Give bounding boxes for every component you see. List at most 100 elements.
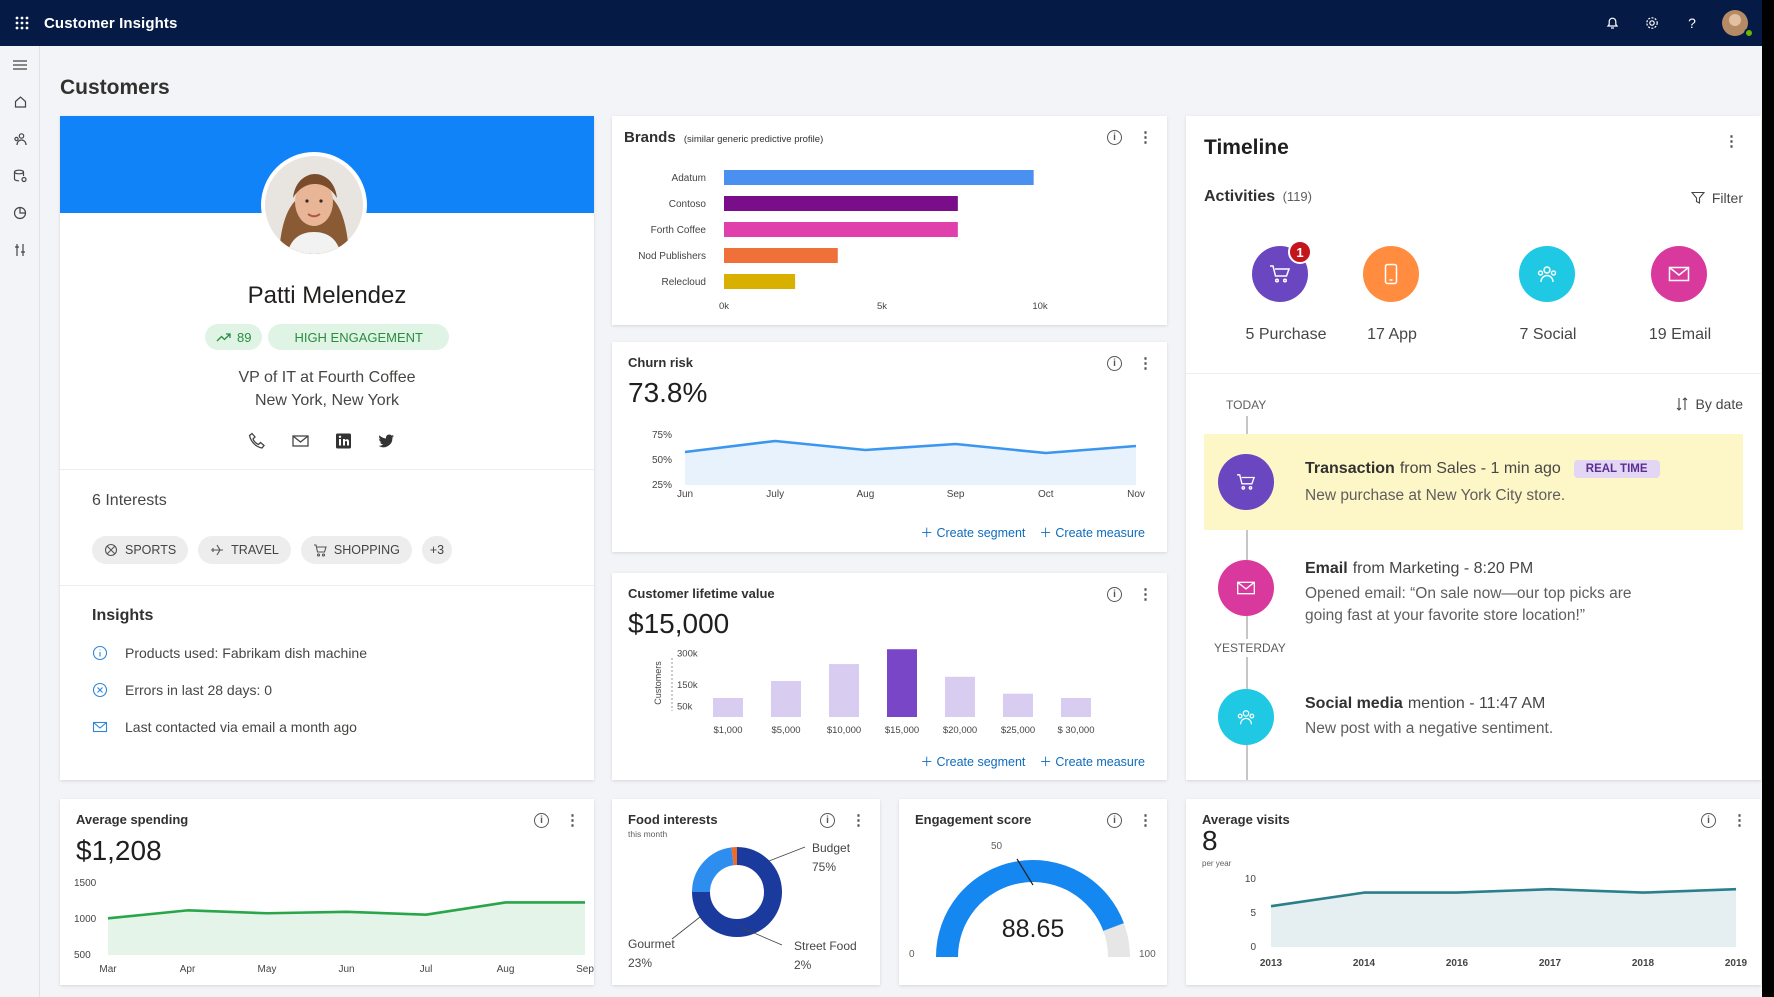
activity-category-app[interactable] — [1363, 246, 1421, 302]
interest-chip-label: TRAVEL — [231, 543, 279, 557]
segments-icon[interactable] — [0, 157, 40, 194]
bar — [713, 697, 743, 717]
engagement-score-badge: 89 — [204, 324, 263, 350]
interest-chip-more[interactable]: +3 — [421, 536, 453, 564]
x-tick-label: 2013 — [1260, 958, 1283, 969]
avg-spending-line-chart: 1500 1000 500 Mar Apr May Jun Jul Aug Sep — [74, 878, 594, 975]
event-source: mention - 11:47 AM — [1407, 695, 1546, 712]
leader-line — [739, 926, 783, 946]
email-event-icon — [1218, 560, 1274, 616]
engagement-level-badge: HIGH ENGAGEMENT — [268, 324, 450, 350]
info-icon[interactable]: i — [1701, 813, 1716, 828]
more-options-icon[interactable]: ⋮ — [1724, 133, 1739, 150]
x-tick-label: Jun — [677, 489, 693, 500]
user-avatar[interactable] — [1722, 10, 1748, 36]
y-tick-label: 1000 — [74, 914, 97, 925]
info-icon[interactable]: i — [1107, 130, 1122, 145]
donut-label-street-food: Street Food 2% — [794, 937, 857, 975]
settings-icon[interactable] — [1632, 0, 1672, 46]
customers-icon[interactable] — [0, 120, 40, 157]
event-header[interactable]: Email from Marketing - 8:20 PM — [1305, 560, 1533, 578]
profile-photo — [261, 152, 367, 258]
more-options-icon[interactable]: ⋮ — [1138, 586, 1153, 603]
twitter-icon[interactable] — [377, 432, 396, 455]
hamburger-menu-icon[interactable] — [0, 46, 40, 83]
measures-icon[interactable] — [0, 194, 40, 231]
series-line — [107, 901, 585, 920]
y-axis-title: Customers — [653, 661, 663, 705]
brands-title: Brands (similar generic predictive profi… — [624, 129, 823, 146]
yesterday-label: YESTERDAY — [1214, 639, 1286, 657]
activities-label: Activities — [1204, 188, 1276, 205]
interest-chip-shopping[interactable]: SHOPPING — [300, 536, 412, 564]
clv-bar-chart: Customers 300k 150k 50k $1,000 $5,000 $10,000 $… — [653, 648, 1094, 736]
event-title: Social media — [1305, 695, 1403, 712]
help-icon[interactable]: ? — [1688, 15, 1696, 31]
purchase-icon — [1252, 246, 1308, 302]
event-title: Transaction — [1305, 460, 1395, 477]
info-icon[interactable]: i — [1107, 587, 1122, 602]
x-tick-label: 2019 — [1725, 958, 1748, 969]
email-icon[interactable] — [291, 432, 310, 455]
timeline-card: Timeline ⋮ Activities (119) Filter 1 5 P… — [1186, 116, 1761, 780]
x-tick-label: 2017 — [1539, 958, 1562, 969]
tools-icon[interactable] — [0, 231, 40, 268]
y-tick-label: 300k — [677, 648, 698, 659]
y-tick-label: 150k — [677, 680, 698, 691]
activity-category-purchase[interactable] — [1246, 246, 1326, 302]
bar-category-label: Adatum — [672, 173, 706, 184]
more-options-icon[interactable]: ⋮ — [565, 812, 580, 829]
avg-visits-unit: per year — [1202, 859, 1232, 868]
leader-line — [671, 916, 701, 940]
average-visits-card: Average visits i ⋮ 8 per year 10 5 0 2013 20… — [1186, 799, 1761, 985]
profile-name: Patti Melendez — [247, 282, 407, 309]
info-icon[interactable]: i — [820, 813, 835, 828]
app-launcher-icon[interactable] — [0, 0, 44, 46]
interests-title: 6 Interests — [92, 492, 167, 509]
more-options-icon[interactable]: ⋮ — [1138, 129, 1153, 146]
timeline-event-transaction[interactable] — [1204, 434, 1743, 530]
home-icon[interactable] — [0, 83, 40, 120]
phone-icon[interactable] — [248, 432, 267, 455]
create-segment-label: Create segment — [936, 526, 1026, 540]
create-segment-link[interactable]: ＋ Create segment — [920, 755, 1026, 769]
x-tick-label: July — [766, 489, 784, 500]
activity-category-social[interactable] — [1519, 246, 1577, 302]
info-icon[interactable]: i — [1107, 356, 1122, 371]
activity-category-email[interactable] — [1651, 246, 1709, 302]
create-segment-link[interactable]: ＋ Create segment — [920, 526, 1026, 540]
info-icon[interactable]: i — [534, 813, 549, 828]
interest-chip-travel[interactable]: TRAVEL — [198, 536, 291, 564]
social-people-icon — [1519, 246, 1575, 302]
event-body-line: Opened email: “On sale now—our top picks… — [1305, 585, 1632, 602]
linkedin-icon[interactable] — [334, 432, 353, 455]
app-title[interactable]: Customer Insights — [44, 14, 178, 32]
gauge-needle — [1016, 858, 1034, 886]
more-options-icon[interactable]: ⋮ — [1138, 355, 1153, 372]
donut-label-pct: 75% — [812, 860, 837, 874]
x-tick-label: $1,000 — [713, 725, 742, 736]
notifications-icon[interactable] — [1592, 0, 1632, 46]
sort-by-date-button[interactable]: By date — [1676, 396, 1743, 412]
event-header[interactable]: Social media mention - 11:47 AM — [1305, 695, 1545, 713]
donut-label-pct: 23% — [628, 956, 653, 970]
bar-category-label: Relecloud — [662, 277, 706, 288]
more-options-icon[interactable]: ⋮ — [1138, 812, 1153, 829]
create-measure-link[interactable]: ＋ Create measure — [1039, 526, 1145, 540]
gauge-fill — [936, 860, 1124, 958]
bar-category-label: Contoso — [669, 199, 707, 210]
more-options-icon[interactable]: ⋮ — [851, 812, 866, 829]
brands-subtitle: (similar generic predictive profile) — [683, 134, 824, 145]
more-options-icon[interactable]: ⋮ — [1732, 812, 1747, 829]
activity-category-label: 17 App — [1367, 326, 1417, 343]
event-source: from Sales - 1 min ago — [1399, 460, 1561, 477]
event-header: Transaction from Sales - 1 min ago REAL … — [1305, 460, 1660, 478]
bar-category-label: Forth Coffee — [651, 225, 707, 236]
filter-button[interactable]: Filter — [1690, 190, 1743, 206]
event-body-line: going fast at your favorite store locati… — [1305, 607, 1586, 624]
event-body: New post with a negative sentiment. — [1305, 720, 1554, 737]
interest-chip-sports[interactable]: SPORTS — [92, 536, 189, 564]
info-icon[interactable]: i — [1107, 813, 1122, 828]
create-measure-link[interactable]: ＋ Create measure — [1039, 755, 1145, 769]
engagement-score-value: 89 — [236, 329, 252, 345]
